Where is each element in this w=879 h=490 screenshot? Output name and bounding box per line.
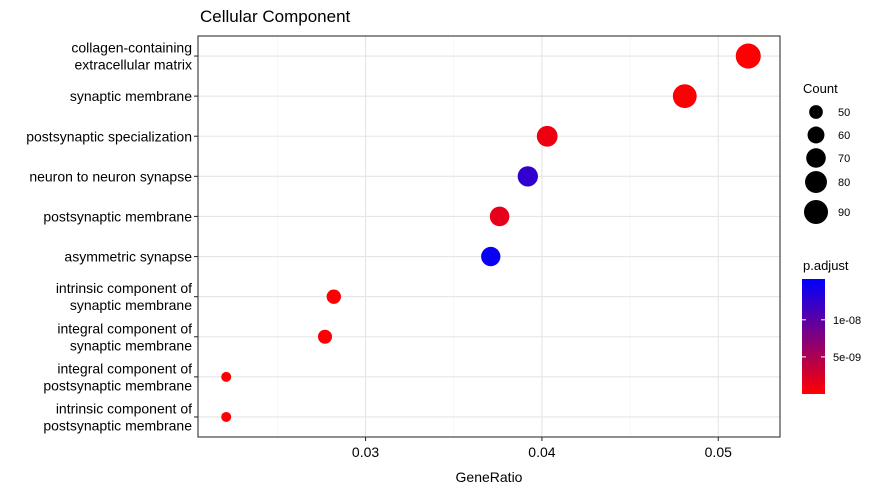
legend-count-title: Count [803, 81, 838, 96]
y-tick-label: collagen-containing [71, 40, 192, 56]
data-point [221, 371, 232, 382]
x-axis-title: GeneRatio [456, 469, 523, 485]
x-tick-label: 0.03 [352, 444, 379, 460]
y-tick-label: intrinsic component of [56, 400, 192, 416]
y-tick-label: integral component of [57, 360, 192, 376]
data-point [489, 206, 510, 227]
y-tick-label: intrinsic component of [56, 280, 192, 296]
y-tick-label: synaptic membrane [70, 88, 192, 104]
legend-colorbar [802, 279, 825, 394]
x-tick-label: 0.04 [528, 444, 555, 460]
data-point [317, 329, 333, 344]
legend-count-key [805, 171, 827, 193]
y-tick-label: postsynaptic specialization [26, 128, 192, 144]
y-tick-label: asymmetric synapse [64, 249, 192, 265]
data-point [221, 411, 232, 422]
legend-color-title: p.adjust [803, 258, 849, 273]
y-tick-label: integral component of [57, 320, 192, 336]
data-point [517, 166, 538, 187]
data-point [672, 84, 697, 109]
legend-count-label: 70 [838, 153, 850, 165]
plot-border [197, 35, 781, 438]
data-point [481, 246, 501, 267]
legend-count-key [809, 105, 823, 119]
y-tick-label: neuron to neuron synapse [29, 168, 192, 184]
y-tick-label: postsynaptic membrane [43, 417, 192, 433]
y-tick-label: postsynaptic membrane [43, 208, 192, 224]
legend-colorbar-label: 1e-08 [833, 315, 861, 327]
legend-count-key [806, 148, 826, 168]
data-point [536, 125, 558, 147]
data-point [735, 43, 761, 69]
legend-count-label: 80 [838, 177, 850, 189]
y-tick-label: extracellular matrix [75, 57, 192, 73]
legend-count-label: 60 [838, 130, 850, 142]
legend-count-label: 50 [838, 107, 850, 119]
y-tick-label: synaptic membrane [70, 297, 192, 313]
legend-colorbar-label: 5e-09 [833, 352, 861, 364]
x-tick-label: 0.05 [705, 444, 732, 460]
data-point [326, 289, 341, 304]
legend-count-key [803, 199, 829, 225]
y-tick-label: synaptic membrane [70, 337, 192, 353]
legend-count-key [807, 126, 825, 144]
legend-count-label: 90 [838, 207, 850, 219]
chart-title: Cellular Component [200, 7, 351, 26]
y-tick-label: postsynaptic membrane [43, 377, 192, 393]
